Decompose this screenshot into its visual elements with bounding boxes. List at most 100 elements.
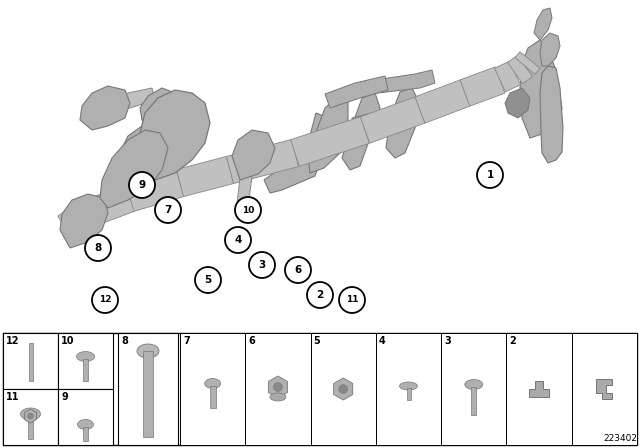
Bar — [471, 387, 476, 415]
Ellipse shape — [270, 393, 286, 401]
Bar — [83, 427, 88, 441]
Polygon shape — [386, 88, 418, 158]
Polygon shape — [325, 76, 388, 108]
Bar — [441, 333, 506, 445]
Circle shape — [249, 252, 275, 278]
Polygon shape — [24, 409, 36, 423]
Bar — [28, 417, 33, 439]
Text: 4: 4 — [234, 235, 242, 245]
Polygon shape — [80, 86, 130, 130]
Text: 9: 9 — [61, 392, 68, 402]
Bar — [310, 333, 376, 445]
Ellipse shape — [465, 379, 483, 389]
Text: 12: 12 — [6, 336, 19, 346]
Polygon shape — [291, 116, 369, 166]
Bar — [83, 359, 88, 381]
Polygon shape — [236, 176, 252, 212]
Ellipse shape — [399, 382, 417, 390]
Circle shape — [92, 287, 118, 313]
Text: 5: 5 — [204, 275, 212, 285]
Polygon shape — [540, 66, 563, 163]
Polygon shape — [60, 194, 108, 248]
Bar — [118, 333, 178, 445]
Bar — [3, 333, 637, 445]
Polygon shape — [495, 61, 520, 92]
Polygon shape — [333, 378, 353, 400]
Text: 3: 3 — [259, 260, 266, 270]
Polygon shape — [227, 139, 298, 184]
Polygon shape — [85, 206, 108, 230]
Circle shape — [85, 235, 111, 261]
Circle shape — [339, 287, 365, 313]
Ellipse shape — [20, 408, 40, 420]
Polygon shape — [460, 67, 505, 106]
Bar — [3, 333, 58, 389]
Circle shape — [307, 282, 333, 308]
Polygon shape — [415, 80, 470, 123]
Polygon shape — [177, 156, 234, 197]
Polygon shape — [360, 97, 425, 143]
Polygon shape — [529, 381, 549, 397]
Bar — [406, 388, 410, 400]
Ellipse shape — [205, 379, 221, 388]
Polygon shape — [264, 113, 328, 193]
Polygon shape — [520, 40, 562, 138]
Circle shape — [225, 227, 251, 253]
Polygon shape — [515, 52, 540, 74]
Polygon shape — [100, 130, 168, 208]
Polygon shape — [342, 93, 380, 170]
Text: 2: 2 — [509, 336, 516, 346]
Circle shape — [477, 162, 503, 188]
Polygon shape — [308, 96, 348, 173]
Bar — [3, 389, 58, 445]
Circle shape — [129, 172, 155, 198]
Text: 12: 12 — [99, 296, 111, 305]
Text: 223402: 223402 — [603, 434, 637, 443]
Text: 8: 8 — [121, 336, 128, 346]
Ellipse shape — [137, 344, 159, 358]
Text: 8: 8 — [94, 243, 102, 253]
Text: 7: 7 — [164, 205, 172, 215]
Text: 11: 11 — [346, 296, 358, 305]
Polygon shape — [534, 8, 552, 40]
Text: 10: 10 — [242, 206, 254, 215]
Bar — [58, 333, 113, 389]
Text: 1: 1 — [486, 170, 493, 180]
Circle shape — [155, 197, 181, 223]
Text: 2: 2 — [316, 290, 324, 300]
Ellipse shape — [77, 352, 95, 362]
Polygon shape — [345, 70, 435, 100]
Bar — [506, 333, 572, 445]
Circle shape — [339, 384, 348, 393]
Text: 7: 7 — [183, 336, 189, 346]
Polygon shape — [140, 88, 178, 128]
Text: 11: 11 — [6, 392, 19, 402]
Polygon shape — [508, 56, 532, 84]
Bar — [376, 333, 441, 445]
Bar — [29, 343, 33, 381]
Polygon shape — [105, 88, 155, 113]
Text: 6: 6 — [294, 265, 301, 275]
Circle shape — [273, 383, 282, 392]
Polygon shape — [596, 379, 612, 399]
Circle shape — [28, 413, 33, 419]
Text: 6: 6 — [248, 336, 255, 346]
Bar — [58, 389, 113, 445]
Text: 3: 3 — [444, 336, 451, 346]
Polygon shape — [232, 130, 275, 180]
Text: 10: 10 — [61, 336, 74, 346]
Bar — [245, 333, 310, 445]
Polygon shape — [268, 376, 287, 398]
Bar — [572, 333, 637, 445]
Text: 9: 9 — [138, 180, 145, 190]
Circle shape — [285, 257, 311, 283]
Text: 5: 5 — [314, 336, 321, 346]
Polygon shape — [126, 170, 184, 211]
Bar — [210, 386, 216, 408]
Polygon shape — [352, 106, 415, 130]
Polygon shape — [122, 118, 160, 156]
Text: 4: 4 — [379, 336, 386, 346]
Polygon shape — [58, 201, 97, 240]
Polygon shape — [140, 90, 210, 180]
Bar — [143, 351, 153, 437]
